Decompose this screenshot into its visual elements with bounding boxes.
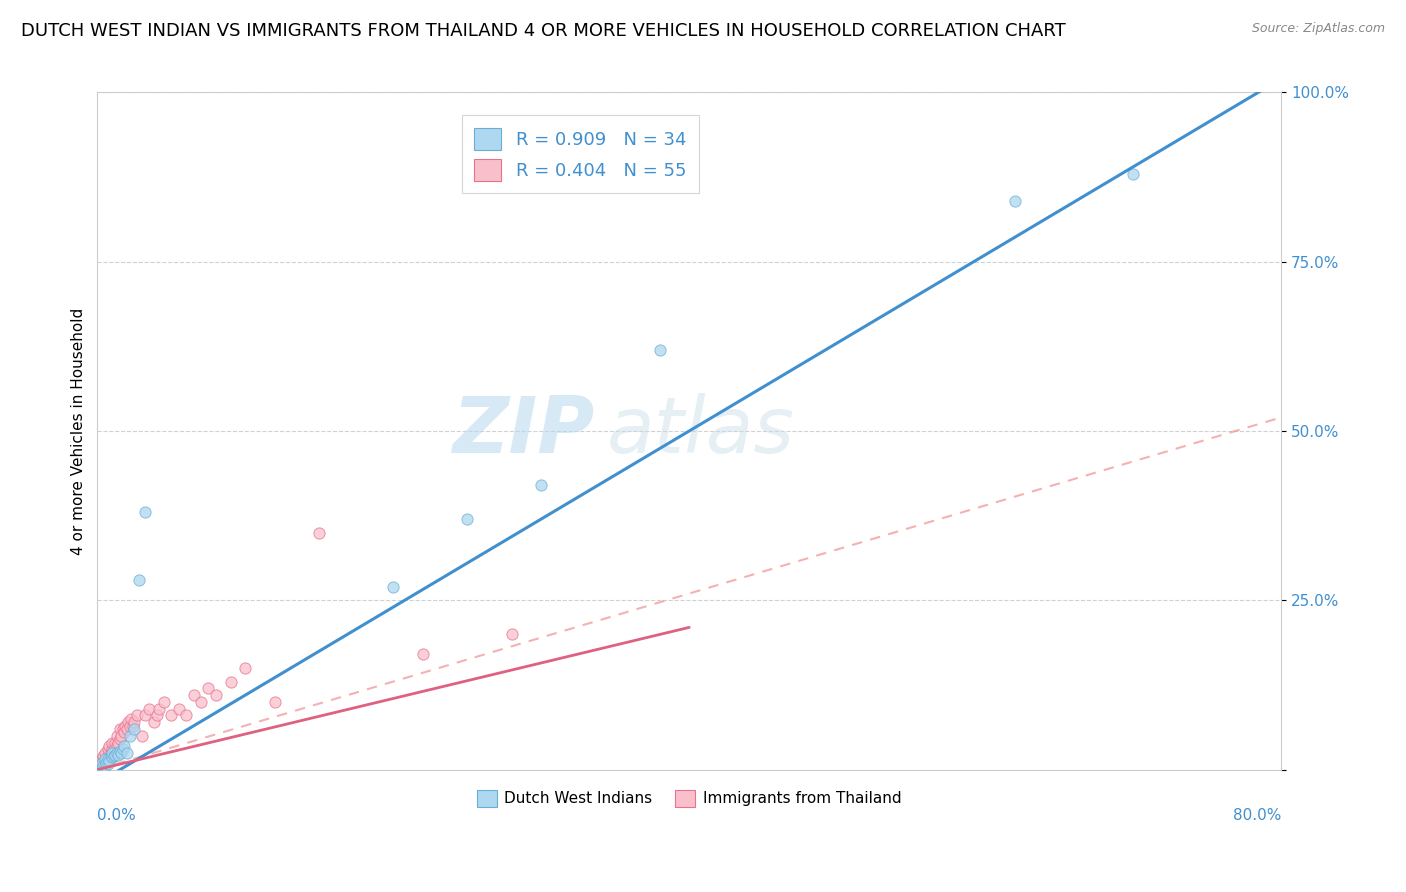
Point: [100, 749, 122, 764]
Point: [110, 729, 132, 743]
Y-axis label: 4 or more Vehicles in Household: 4 or more Vehicles in Household: [72, 308, 86, 555]
Point: [101, 735, 124, 749]
Point: [412, 648, 434, 662]
Point: [501, 627, 523, 641]
Text: 0.0%: 0.0%: [97, 808, 136, 823]
Point: [148, 701, 170, 715]
Point: [108, 722, 131, 736]
Point: [648, 343, 671, 357]
Point: [90, 756, 112, 770]
Point: [107, 747, 129, 762]
Point: [91, 759, 114, 773]
Point: [101, 750, 124, 764]
Point: [124, 722, 146, 736]
Point: [160, 708, 183, 723]
Point: [97, 752, 120, 766]
Point: [167, 701, 190, 715]
Point: [101, 746, 124, 760]
Point: [100, 746, 122, 760]
Point: [89, 759, 111, 773]
Point: [97, 749, 120, 764]
Point: [90, 756, 112, 770]
Point: [117, 715, 139, 730]
Point: [111, 742, 134, 756]
Point: [197, 681, 219, 696]
Text: atlas: atlas: [606, 393, 794, 469]
Point: [89, 760, 111, 774]
Point: [98, 752, 121, 766]
Point: [121, 718, 143, 732]
Point: [97, 742, 120, 756]
Point: [115, 722, 138, 736]
Point: [530, 478, 553, 492]
Point: [107, 735, 129, 749]
Point: [456, 512, 478, 526]
Point: [112, 739, 135, 753]
Point: [86, 763, 108, 777]
Point: [108, 744, 131, 758]
Point: [308, 525, 330, 540]
Point: [145, 708, 167, 723]
Point: [91, 749, 114, 764]
Point: [134, 708, 156, 723]
Point: [105, 729, 128, 743]
Point: [174, 708, 197, 723]
Point: [108, 732, 131, 747]
Point: [115, 746, 138, 760]
Point: [105, 739, 128, 753]
Point: [153, 695, 176, 709]
Point: [233, 661, 256, 675]
Point: [94, 752, 117, 766]
Point: [94, 752, 117, 766]
Point: [204, 688, 226, 702]
Point: [382, 580, 405, 594]
Text: DUTCH WEST INDIAN VS IMMIGRANTS FROM THAILAND 4 OR MORE VEHICLES IN HOUSEHOLD CO: DUTCH WEST INDIAN VS IMMIGRANTS FROM THA…: [21, 22, 1066, 40]
Point: [103, 749, 125, 764]
Point: [183, 688, 205, 702]
Point: [120, 712, 142, 726]
Point: [1004, 194, 1026, 208]
Point: [114, 718, 136, 732]
Point: [96, 756, 118, 770]
Point: [104, 735, 127, 749]
Point: [90, 752, 112, 766]
Point: [98, 739, 121, 753]
Text: Source: ZipAtlas.com: Source: ZipAtlas.com: [1251, 22, 1385, 36]
Point: [98, 755, 121, 769]
Point: [87, 759, 110, 773]
Point: [110, 746, 132, 760]
Text: 80.0%: 80.0%: [1233, 808, 1281, 823]
Point: [112, 725, 135, 739]
Point: [111, 722, 134, 736]
Point: [190, 695, 212, 709]
Legend: Dutch West Indians, Immigrants from Thailand: Dutch West Indians, Immigrants from Thai…: [471, 784, 908, 813]
Point: [87, 763, 110, 777]
Point: [96, 756, 118, 770]
Point: [103, 742, 125, 756]
Point: [101, 742, 124, 756]
Point: [219, 674, 242, 689]
Point: [127, 708, 149, 723]
Point: [104, 747, 127, 762]
Point: [142, 715, 165, 730]
Point: [134, 505, 156, 519]
Point: [105, 746, 128, 760]
Point: [94, 759, 117, 773]
Point: [86, 763, 108, 777]
Point: [97, 757, 120, 772]
Point: [94, 746, 117, 760]
Point: [90, 759, 112, 773]
Point: [91, 757, 114, 772]
Text: ZIP: ZIP: [453, 393, 595, 469]
Point: [264, 695, 287, 709]
Point: [118, 729, 141, 743]
Point: [138, 701, 160, 715]
Point: [124, 715, 146, 730]
Point: [1122, 167, 1144, 181]
Point: [128, 573, 150, 587]
Point: [131, 729, 153, 743]
Point: [118, 718, 141, 732]
